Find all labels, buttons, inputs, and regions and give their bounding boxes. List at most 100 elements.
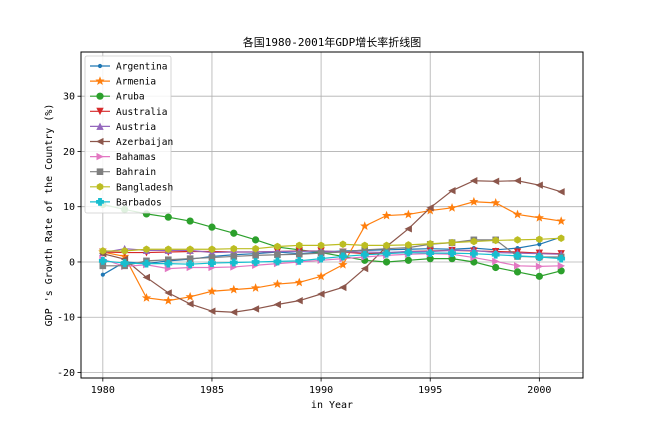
y-tick-label: 10: [63, 202, 75, 213]
data-point-bangladesh: [426, 239, 434, 248]
legend-marker: [96, 92, 104, 100]
x-tick-label: 1980: [91, 385, 115, 396]
data-point-armenia: [381, 210, 392, 220]
data-point-bangladesh: [296, 241, 303, 250]
data-point-azerbaijan: [164, 289, 172, 297]
plot-area-frame: [80, 51, 584, 379]
data-point-bahamas: [535, 262, 544, 271]
data-point-bahamas: [514, 262, 522, 270]
data-point-azerbaijan: [251, 305, 260, 313]
axis-ticks: 1980 1985 1990 1995 2000 -20 -10 0 10 20 30: [57, 92, 551, 396]
legend-item-bahrain: Bahrain: [90, 167, 156, 178]
legend-label: Azerbaijan: [116, 137, 173, 148]
x-axis-label: in Year: [311, 400, 353, 411]
series-line-bahrain: [102, 239, 562, 267]
data-point-armenia: [338, 259, 348, 269]
legend-label: Australia: [116, 107, 167, 118]
data-point-armenia: [272, 279, 283, 288]
y-tick-label: 0: [69, 257, 75, 268]
legend-item-bahamas: Bahamas: [90, 152, 156, 163]
data-point-bahamas: [492, 257, 500, 266]
data-point-barbados: [208, 259, 216, 267]
data-point-bangladesh: [143, 245, 150, 254]
legend-box: [84, 55, 172, 214]
data-point-bangladesh: [492, 236, 499, 245]
data-point-azerbaijan: [513, 177, 522, 185]
y-tick-label: 30: [63, 92, 75, 103]
data-point-bahrain: [274, 251, 281, 259]
legend-item-austria: Austria: [90, 122, 156, 133]
legend-marker: [96, 198, 104, 206]
legend-item-barbados: Barbados: [90, 197, 162, 208]
legend-label: Austria: [116, 122, 156, 133]
data-point-aruba: [252, 236, 260, 244]
legend-item-armenia: Armenia: [90, 76, 156, 88]
series-line-austria: [102, 248, 562, 255]
data-point-armenia: [534, 212, 544, 222]
data-point-barbados: [98, 256, 107, 265]
data-point-armenia: [403, 209, 414, 219]
data-point-barbados: [142, 259, 151, 268]
data-point-bangladesh: [208, 245, 216, 254]
data-point-bangladesh: [121, 247, 128, 255]
data-point-azerbaijan: [557, 188, 565, 196]
legend-label: Argentina: [116, 62, 167, 73]
data-point-barbados: [339, 252, 347, 261]
data-point-barbados: [164, 259, 173, 268]
data-point-azerbaijan: [339, 283, 347, 292]
data-point-azerbaijan: [469, 177, 478, 185]
data-point-armenia: [360, 221, 370, 230]
data-point-azerbaijan: [208, 307, 216, 315]
data-point-aruba: [208, 223, 216, 231]
series-bangladesh: [99, 234, 565, 255]
series-line-azerbaijan: [102, 180, 562, 313]
data-point-armenia: [491, 197, 501, 207]
data-point-armenia: [250, 283, 261, 292]
y-tick-label: -20: [57, 368, 75, 379]
data-point-aruba: [382, 258, 391, 266]
data-point-barbados: [295, 256, 304, 265]
data-point-barbados: [404, 248, 413, 257]
data-point-bangladesh: [339, 240, 347, 249]
data-point-barbados: [229, 258, 238, 267]
data-point-bangladesh: [317, 241, 325, 250]
data-point-barbados: [251, 258, 260, 266]
data-point-bahrain: [295, 250, 303, 258]
data-point-armenia: [141, 293, 152, 302]
data-point-bangladesh: [252, 244, 259, 253]
data-point-bangladesh: [274, 242, 281, 251]
data-point-aruba: [535, 272, 543, 280]
data-point-armenia: [556, 216, 566, 225]
data-point-bangladesh: [557, 234, 565, 242]
data-point-azerbaijan: [295, 296, 303, 305]
data-point-barbados: [186, 260, 195, 269]
data-point-bahamas: [557, 262, 566, 270]
data-point-bangladesh: [361, 241, 368, 250]
data-point-armenia: [512, 209, 523, 219]
data-point-barbados: [535, 253, 544, 261]
data-point-barbados: [382, 249, 391, 258]
data-point-azerbaijan: [360, 264, 369, 273]
data-point-barbados: [426, 249, 435, 258]
data-point-barbados: [448, 249, 456, 258]
data-point-bangladesh: [99, 247, 107, 255]
x-tick-label: 1985: [200, 385, 224, 396]
data-point-armenia: [469, 196, 479, 206]
series-line-bahamas: [102, 253, 562, 270]
data-point-azerbaijan: [186, 300, 194, 308]
legend-item-bangladesh: Bangladesh: [90, 182, 173, 193]
legend: Argentina Armenia Aruba Australia Austria Aze…: [84, 55, 173, 214]
data-point-bangladesh: [514, 236, 521, 244]
legend-marker: [96, 183, 104, 191]
y-tick-label: 20: [63, 147, 75, 158]
legend-label: Armenia: [116, 77, 156, 88]
data-point-bahrain: [252, 252, 259, 259]
data-point-armenia: [207, 286, 217, 296]
data-point-armenia: [163, 295, 173, 305]
data-point-barbados: [360, 250, 369, 259]
legend-label: Aruba: [116, 92, 145, 103]
data-point-bangladesh: [165, 245, 172, 254]
data-point-aruba: [164, 213, 172, 221]
data-point-argentina: [100, 272, 105, 277]
data-point-barbados: [557, 254, 566, 263]
